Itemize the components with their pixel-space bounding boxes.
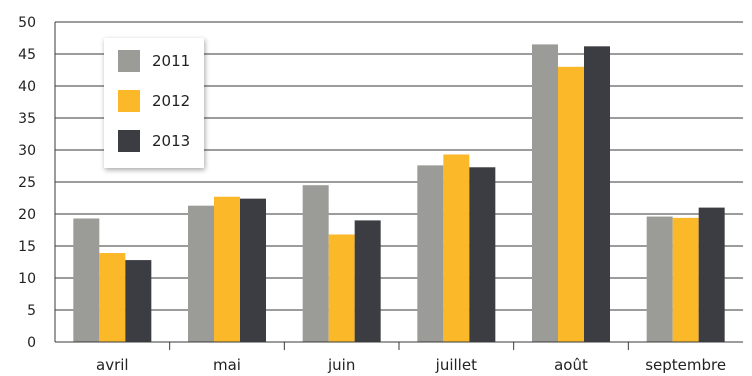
y-tick-label-25: 25 bbox=[18, 175, 36, 191]
y-tick-label-35: 35 bbox=[18, 111, 36, 127]
legend-item-2011: 2011 bbox=[118, 48, 190, 74]
bar-2012-juin bbox=[328, 234, 355, 342]
y-tick-label-5: 5 bbox=[27, 303, 36, 319]
bar-2013-août bbox=[584, 46, 610, 342]
bar-2013-septembre bbox=[698, 207, 725, 342]
bar-2013-juin bbox=[354, 220, 381, 342]
bar-2011-juillet bbox=[417, 165, 444, 342]
x-tick-label-mai: mai bbox=[213, 356, 241, 374]
x-tick-label-avril: avril bbox=[96, 356, 129, 374]
legend-swatch-2013 bbox=[118, 130, 140, 152]
bar-2012-avril bbox=[99, 253, 126, 342]
bar-2013-avril bbox=[125, 260, 152, 342]
legend-item-2013: 2013 bbox=[118, 128, 190, 154]
bar-2011-septembre bbox=[646, 216, 673, 342]
legend-label-2013: 2013 bbox=[152, 132, 191, 150]
y-tick-label-0: 0 bbox=[27, 335, 36, 351]
x-axis: avril mai juin juillet août septembre bbox=[55, 341, 743, 374]
bar-2013-mai bbox=[240, 198, 266, 342]
x-tick-label-septembre: septembre bbox=[645, 356, 726, 374]
bar-2012-août bbox=[558, 66, 584, 343]
y-tick-label-50: 50 bbox=[18, 15, 36, 31]
legend-label-2012: 2012 bbox=[152, 92, 191, 110]
bar-2013-juillet bbox=[469, 167, 496, 342]
x-tick-label-août: août bbox=[554, 356, 588, 374]
y-tick-label-40: 40 bbox=[18, 79, 36, 95]
bar-2011-mai bbox=[188, 205, 214, 342]
legend: 2011 2012 2013 bbox=[104, 38, 204, 168]
y-tick-label-20: 20 bbox=[18, 207, 36, 223]
y-tick-label-10: 10 bbox=[18, 271, 36, 287]
bar-2012-mai bbox=[214, 196, 240, 342]
bar-2011-avril bbox=[73, 218, 100, 342]
legend-item-2012: 2012 bbox=[118, 88, 190, 114]
y-tick-label-15: 15 bbox=[18, 239, 36, 255]
bar-2012-septembre bbox=[672, 217, 699, 342]
y-tick-label-30: 30 bbox=[18, 143, 36, 159]
bar-2011-juin bbox=[302, 185, 329, 342]
x-tick-label-juillet: juillet bbox=[435, 356, 477, 374]
x-tick-label-juin: juin bbox=[327, 356, 355, 374]
legend-swatch-2012 bbox=[118, 90, 140, 112]
y-axis-tick-labels: 0 5 10 15 20 25 30 35 40 45 50 bbox=[18, 15, 36, 351]
bar-2012-juillet bbox=[443, 154, 470, 342]
legend-label-2011: 2011 bbox=[152, 52, 191, 70]
legend-swatch-2011 bbox=[118, 50, 140, 72]
bars bbox=[73, 44, 725, 343]
gridlines bbox=[54, 21, 743, 343]
bar-2011-août bbox=[532, 44, 558, 343]
y-tick-label-45: 45 bbox=[18, 47, 36, 63]
